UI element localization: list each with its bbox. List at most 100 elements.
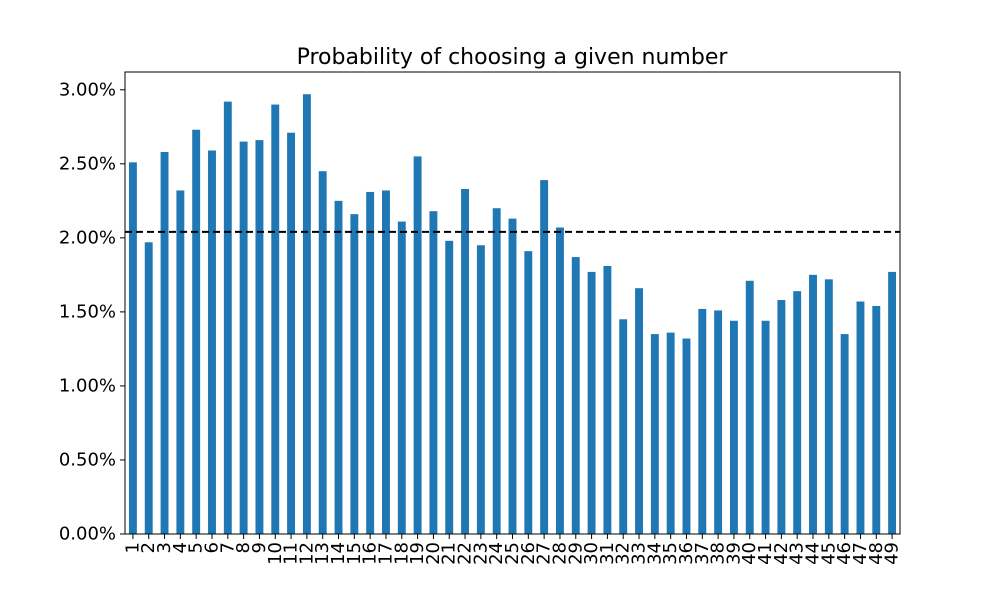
x-tick-label: 45 xyxy=(818,542,839,565)
y-tick-label: 0.00% xyxy=(59,524,116,545)
x-tick-label: 15 xyxy=(344,542,365,565)
bar-19 xyxy=(413,156,422,534)
x-tick-label: 1 xyxy=(122,542,143,553)
x-tick-label: 10 xyxy=(265,542,286,565)
x-tick-label: 48 xyxy=(866,542,887,565)
bar-36 xyxy=(682,338,691,534)
x-tick-label: 44 xyxy=(803,542,824,565)
bar-47 xyxy=(856,301,865,534)
y-tick-label: 2.00% xyxy=(59,227,116,248)
x-tick-label: 49 xyxy=(882,542,903,565)
bar-7 xyxy=(223,101,232,534)
bar-25 xyxy=(508,218,517,534)
bar-30 xyxy=(587,271,596,534)
x-tick-label: 21 xyxy=(439,542,460,565)
bar-4 xyxy=(176,190,185,534)
x-tick-label: 16 xyxy=(360,542,381,565)
x-tick-label: 11 xyxy=(281,542,302,565)
bar-2 xyxy=(144,242,153,535)
x-tick-label: 27 xyxy=(534,542,555,565)
bar-40 xyxy=(745,280,754,534)
x-tick-label: 32 xyxy=(613,542,634,565)
bar-26 xyxy=(524,251,533,534)
bar-11 xyxy=(287,132,296,534)
bar-29 xyxy=(571,257,580,534)
bar-16 xyxy=(366,191,375,534)
x-tick-label: 3 xyxy=(154,542,175,553)
x-tick-label: 4 xyxy=(170,542,191,553)
bar-33 xyxy=(635,288,643,534)
x-tick-label: 33 xyxy=(629,542,650,565)
x-tick-label: 7 xyxy=(217,542,238,553)
bar-21 xyxy=(445,240,454,535)
x-tick-label: 46 xyxy=(834,542,855,565)
bar-12 xyxy=(302,94,311,534)
x-tick-label: 43 xyxy=(787,542,808,565)
x-tick-label: 5 xyxy=(186,542,207,553)
chart-title: Probability of choosing a given number xyxy=(297,45,729,70)
x-tick-label: 14 xyxy=(328,542,349,565)
bar-18 xyxy=(397,221,406,535)
bar-45 xyxy=(824,279,833,534)
bar-49 xyxy=(888,271,897,534)
x-tick-label: 36 xyxy=(676,542,697,565)
x-tick-label: 38 xyxy=(708,542,729,565)
bar-43 xyxy=(793,291,802,534)
bar-23 xyxy=(476,245,485,534)
x-axis: 1234567891011121314151617181920212223242… xyxy=(122,534,903,565)
x-tick-label: 18 xyxy=(391,542,412,565)
y-tick-label: 3.00% xyxy=(59,79,116,100)
bar-41 xyxy=(761,320,770,534)
bar-27 xyxy=(540,180,549,534)
x-tick-label: 19 xyxy=(407,542,428,565)
bar-44 xyxy=(809,274,817,534)
bar-8 xyxy=(239,141,248,534)
x-tick-label: 40 xyxy=(739,542,760,565)
bar-5 xyxy=(192,129,201,534)
bar-37 xyxy=(698,308,707,534)
bar-22 xyxy=(461,188,470,534)
bar-31 xyxy=(603,265,612,534)
bar-38 xyxy=(714,310,723,534)
x-tick-label: 28 xyxy=(549,542,570,565)
bar-32 xyxy=(619,319,628,534)
bar-10 xyxy=(271,104,280,535)
y-tick-label: 1.00% xyxy=(59,375,116,396)
x-tick-label: 20 xyxy=(423,542,444,565)
x-tick-label: 23 xyxy=(470,542,491,565)
bar-9 xyxy=(255,140,264,534)
bar-3 xyxy=(160,151,169,534)
bar-35 xyxy=(666,332,675,534)
bar-1 xyxy=(128,162,137,535)
x-tick-label: 30 xyxy=(581,542,602,565)
x-tick-label: 25 xyxy=(502,542,523,565)
bar-48 xyxy=(872,305,881,534)
bar-34 xyxy=(650,334,659,534)
bar-46 xyxy=(840,334,849,534)
y-tick-label: 0.50% xyxy=(59,449,116,470)
x-tick-label: 37 xyxy=(692,542,713,565)
x-tick-label: 35 xyxy=(660,542,681,565)
bar-20 xyxy=(429,211,438,534)
x-tick-label: 39 xyxy=(723,542,744,565)
x-tick-label: 12 xyxy=(296,542,317,565)
x-tick-label: 47 xyxy=(850,542,871,565)
x-tick-label: 34 xyxy=(644,542,665,565)
y-axis: 0.00% 0.50% 1.00% 1.50% 2.00% 2.50% 3.00% xyxy=(59,79,125,545)
x-tick-label: 8 xyxy=(233,542,254,553)
x-tick-label: 26 xyxy=(518,542,539,565)
bar-28 xyxy=(555,227,564,534)
x-tick-label: 13 xyxy=(312,542,333,565)
bar-13 xyxy=(318,171,327,534)
bar-39 xyxy=(729,320,738,534)
x-tick-label: 6 xyxy=(201,542,222,553)
y-tick-label: 1.50% xyxy=(59,301,116,322)
x-tick-label: 24 xyxy=(486,542,507,565)
bar-6 xyxy=(208,150,216,534)
y-tick-label: 2.50% xyxy=(59,153,116,174)
bar-42 xyxy=(777,300,786,534)
x-tick-label: 31 xyxy=(597,542,618,565)
x-tick-label: 29 xyxy=(565,542,586,565)
